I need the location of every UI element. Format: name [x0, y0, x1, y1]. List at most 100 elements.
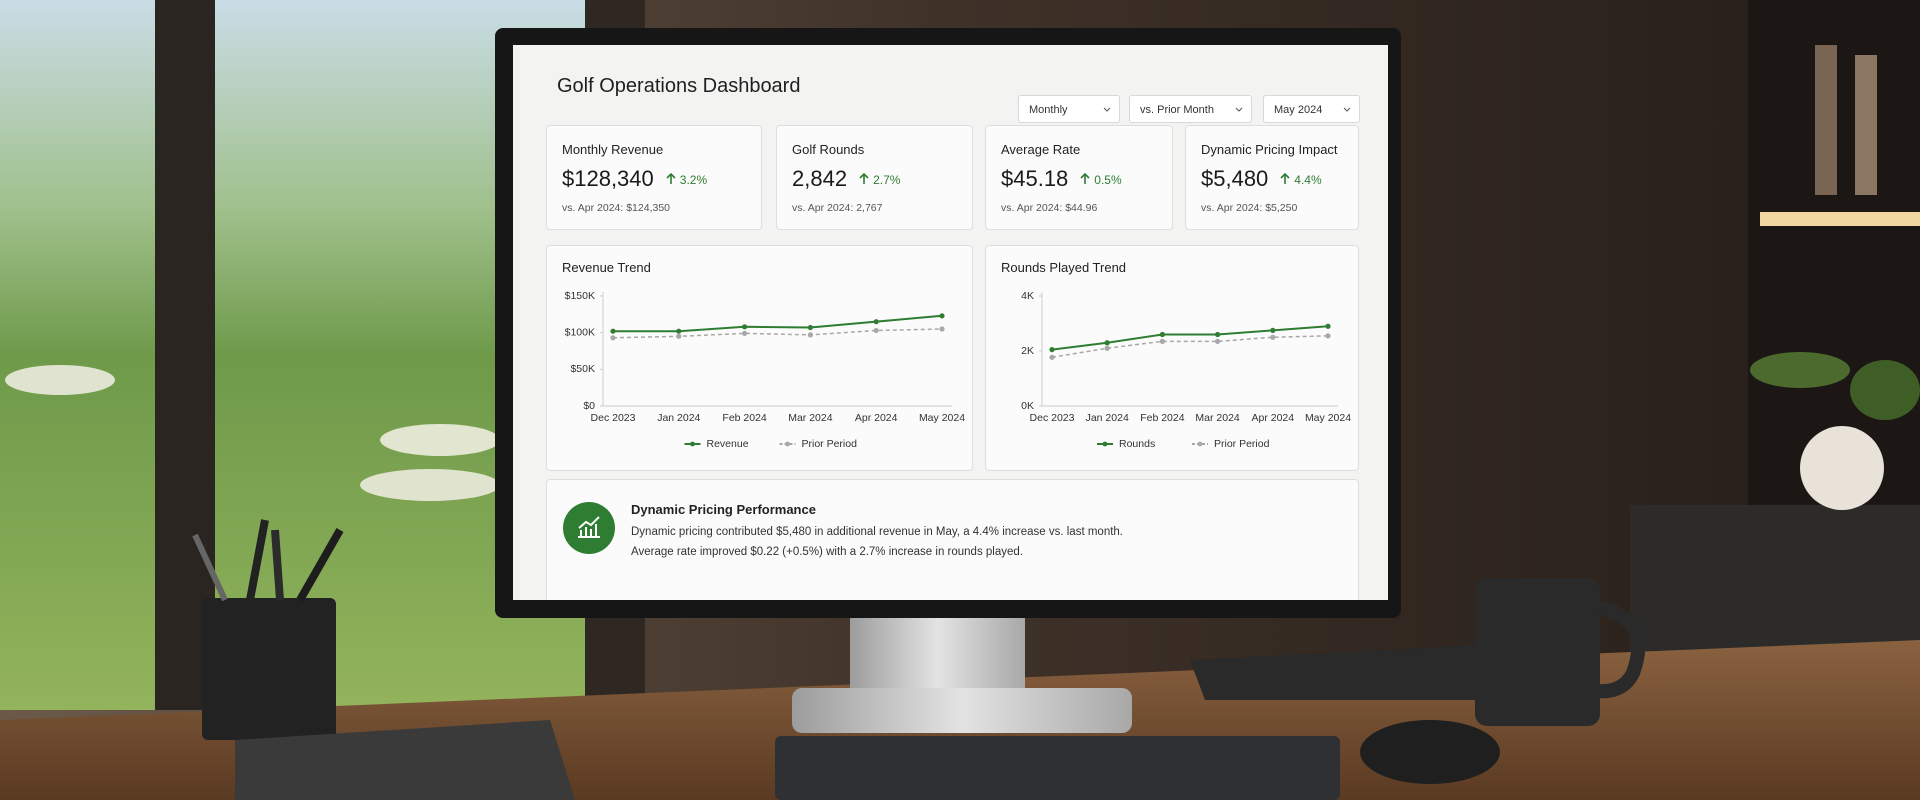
data-point: [1159, 331, 1165, 338]
notebook: [1190, 645, 1480, 700]
insight-title: Dynamic Pricing Performance: [631, 502, 816, 517]
kpi-change: 4.4%: [1294, 173, 1322, 187]
book: [1815, 45, 1837, 195]
kpi-value: 2,842: [792, 166, 848, 191]
data-point: [873, 327, 879, 334]
trend-arrow: [1280, 173, 1290, 184]
legend-label: Rounds: [1119, 438, 1155, 450]
y-tick-label: 2K: [1021, 345, 1034, 357]
kpi-label: Dynamic Pricing Impact: [1201, 142, 1338, 157]
kpi-label: Monthly Revenue: [562, 142, 664, 157]
data-point: [807, 332, 813, 338]
data-point: [1215, 331, 1221, 338]
dropdown-caret: [1103, 107, 1111, 112]
data-point: [610, 328, 616, 334]
kpi-comparison: vs. Apr 2024: $5,250: [1201, 202, 1298, 214]
mug-handle: [1596, 601, 1646, 699]
revenue-chart: $0 $50K $100K $150K Dec 2023 Jan 2024 Feb 2024…: [565, 290, 966, 450]
x-tick-label: Apr 2024: [1251, 412, 1294, 424]
x-tick-label: Jan 2024: [1086, 412, 1129, 424]
arrow-shape: [1280, 173, 1290, 184]
y-tick-label: 0K: [1021, 400, 1034, 412]
kpi-change: 2.7%: [873, 173, 901, 187]
data-point: [939, 313, 945, 319]
y-tick-label: $0: [583, 400, 595, 412]
kpi-value: $128,340: [562, 166, 654, 191]
x-tick-label: Jan 2024: [657, 412, 700, 424]
legend-dot: [785, 441, 790, 447]
period-filter[interactable]: Monthly: [1018, 95, 1120, 123]
arrow-shape: [1080, 173, 1090, 184]
plant-pot: [1800, 426, 1884, 510]
x-tick-label: Apr 2024: [855, 412, 898, 424]
insight-text: Dynamic pricing contributed $5,480 in ad…: [631, 526, 1123, 538]
rounds-chart: 0K 2K 4K Dec 2023 Jan 2024 Feb 2024 Mar 2024 Ap…: [1021, 290, 1351, 450]
mouse: [1360, 720, 1500, 784]
chart-title: Revenue Trend: [562, 260, 651, 275]
pen: [192, 533, 228, 602]
data-point: [742, 324, 748, 330]
arrow-shape: [859, 173, 869, 184]
y-tick-label: $100K: [565, 326, 595, 338]
y-tick-label: $150K: [565, 290, 595, 302]
comparison-filter[interactable]: vs. Prior Month: [1129, 95, 1252, 123]
trend-arrow: [1080, 173, 1090, 184]
x-tick-label: Mar 2024: [1195, 412, 1240, 424]
kpi-comparison: vs. Apr 2024: 2,767: [792, 202, 883, 214]
filter-text: vs. Prior Month: [1140, 104, 1214, 116]
kpi-label: Average Rate: [1001, 142, 1081, 157]
series-line: [613, 314, 943, 333]
data-point: [1049, 354, 1055, 360]
series-line: [612, 328, 943, 339]
window-frame: [155, 0, 215, 710]
kpi-value: $45.18: [1001, 166, 1069, 191]
dropdown-caret: [1343, 107, 1351, 112]
pen-holder: [202, 598, 336, 740]
x-tick-label: Mar 2024: [788, 412, 833, 424]
data-point: [676, 333, 682, 339]
chart-card: Revenue Trend $0 $50K $100K $150K Dec 2023 Ja…: [546, 245, 973, 471]
kpi-card: Average Rate $45.18 0.5% vs. Apr 2024: $44.…: [985, 125, 1173, 230]
y-tick-label: $50K: [570, 363, 595, 375]
data-point: [1215, 338, 1221, 344]
trend-arrow: [859, 173, 869, 184]
shelf-light: [1760, 212, 1920, 226]
trend-arrow: [666, 173, 676, 184]
plant-leaves: [1850, 360, 1920, 420]
filter-text: Monthly: [1029, 104, 1068, 116]
legend-label: Revenue: [707, 438, 749, 450]
desk-tray: [235, 720, 575, 800]
data-point: [610, 335, 616, 341]
kpi-change: 0.5%: [1094, 173, 1122, 187]
sand-bunker: [360, 469, 500, 501]
x-tick-label: Dec 2023: [591, 412, 636, 424]
x-tick-label: Feb 2024: [1140, 412, 1185, 424]
x-tick-label: May 2024: [919, 412, 965, 424]
data-point: [939, 326, 945, 332]
data-point: [1270, 334, 1276, 340]
kpi-label: Golf Rounds: [792, 142, 865, 157]
data-point: [1325, 323, 1331, 329]
sand-bunker: [380, 424, 500, 456]
kpi-card: Monthly Revenue $128,340 3.2% vs. Apr 2024:…: [546, 125, 762, 230]
series-line: [1051, 325, 1329, 351]
x-tick-label: Feb 2024: [722, 412, 767, 424]
book: [1855, 55, 1877, 195]
data-point: [1049, 347, 1055, 353]
data-point: [1104, 345, 1110, 351]
month-filter[interactable]: May 2024: [1263, 95, 1360, 123]
legend-label: Prior Period: [802, 438, 858, 450]
sand-bunker: [5, 365, 115, 395]
data-point: [873, 319, 879, 325]
mug: [1475, 578, 1600, 726]
data-point: [1104, 340, 1110, 346]
insight-icon: [563, 502, 615, 554]
data-point: [807, 324, 813, 331]
chart-card: Rounds Played Trend 0K 2K 4K Dec 2023 Jan 20…: [985, 245, 1359, 471]
x-tick-label: May 2024: [1305, 412, 1351, 424]
insight-card: Dynamic Pricing Performance Dynamic pric…: [546, 479, 1359, 600]
kpi-comparison: vs. Apr 2024: $124,350: [562, 202, 670, 214]
data-point: [1270, 327, 1276, 333]
arrow-shape: [666, 173, 676, 184]
dashboard-screen: Golf Operations Dashboard Monthly vs. Pr…: [513, 45, 1388, 600]
